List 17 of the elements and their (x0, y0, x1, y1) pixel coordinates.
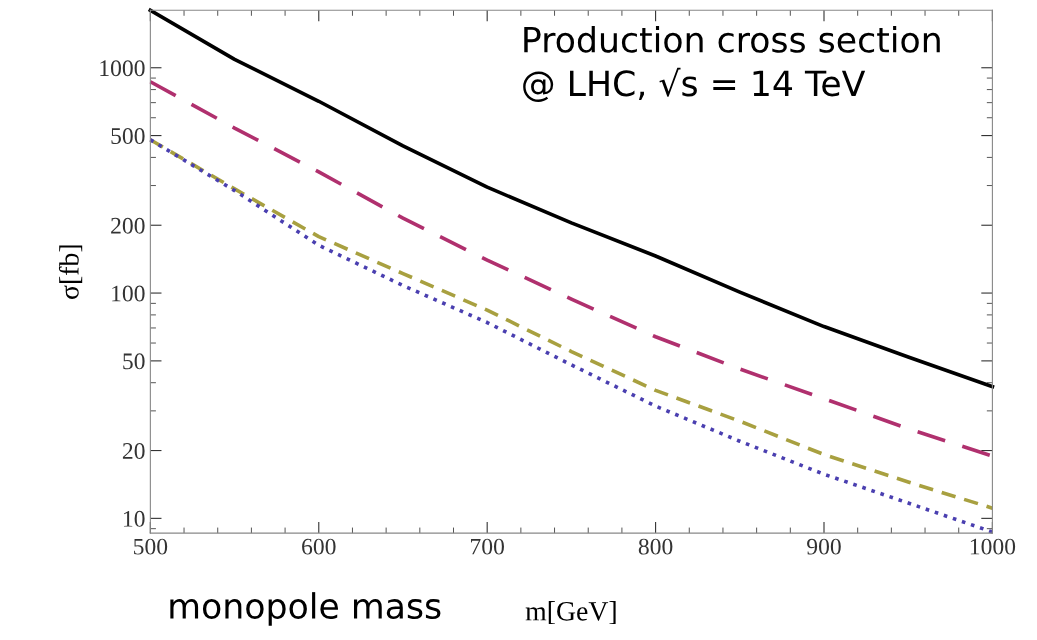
x-tick-label: 500 (134, 538, 168, 555)
annotation: Production cross section @ LHC, √s = 14 TeV (523, 25, 940, 102)
x-tick-label: 900 (807, 538, 841, 555)
y-tick-label: 50 (123, 353, 145, 370)
y-tick-label: 1000 (100, 60, 145, 77)
x-tick-label: 600 (302, 538, 336, 555)
y-tick-label: 100 (112, 285, 145, 302)
y-tick-label: 500 (111, 128, 145, 144)
text: monopole mass (170, 592, 441, 626)
y-axis-title: σ[fb] (58, 245, 83, 299)
x-tick-label: 1000 (970, 538, 1016, 555)
y-tick-label: 10 (123, 510, 145, 527)
y-tick-label: 200 (111, 217, 145, 234)
x-tick-label: 700 (471, 538, 504, 555)
x-axis-title: m[GeV] (525, 601, 616, 625)
x-tick-label: 800 (638, 538, 673, 555)
y-tick-label: 20 (122, 443, 145, 459)
